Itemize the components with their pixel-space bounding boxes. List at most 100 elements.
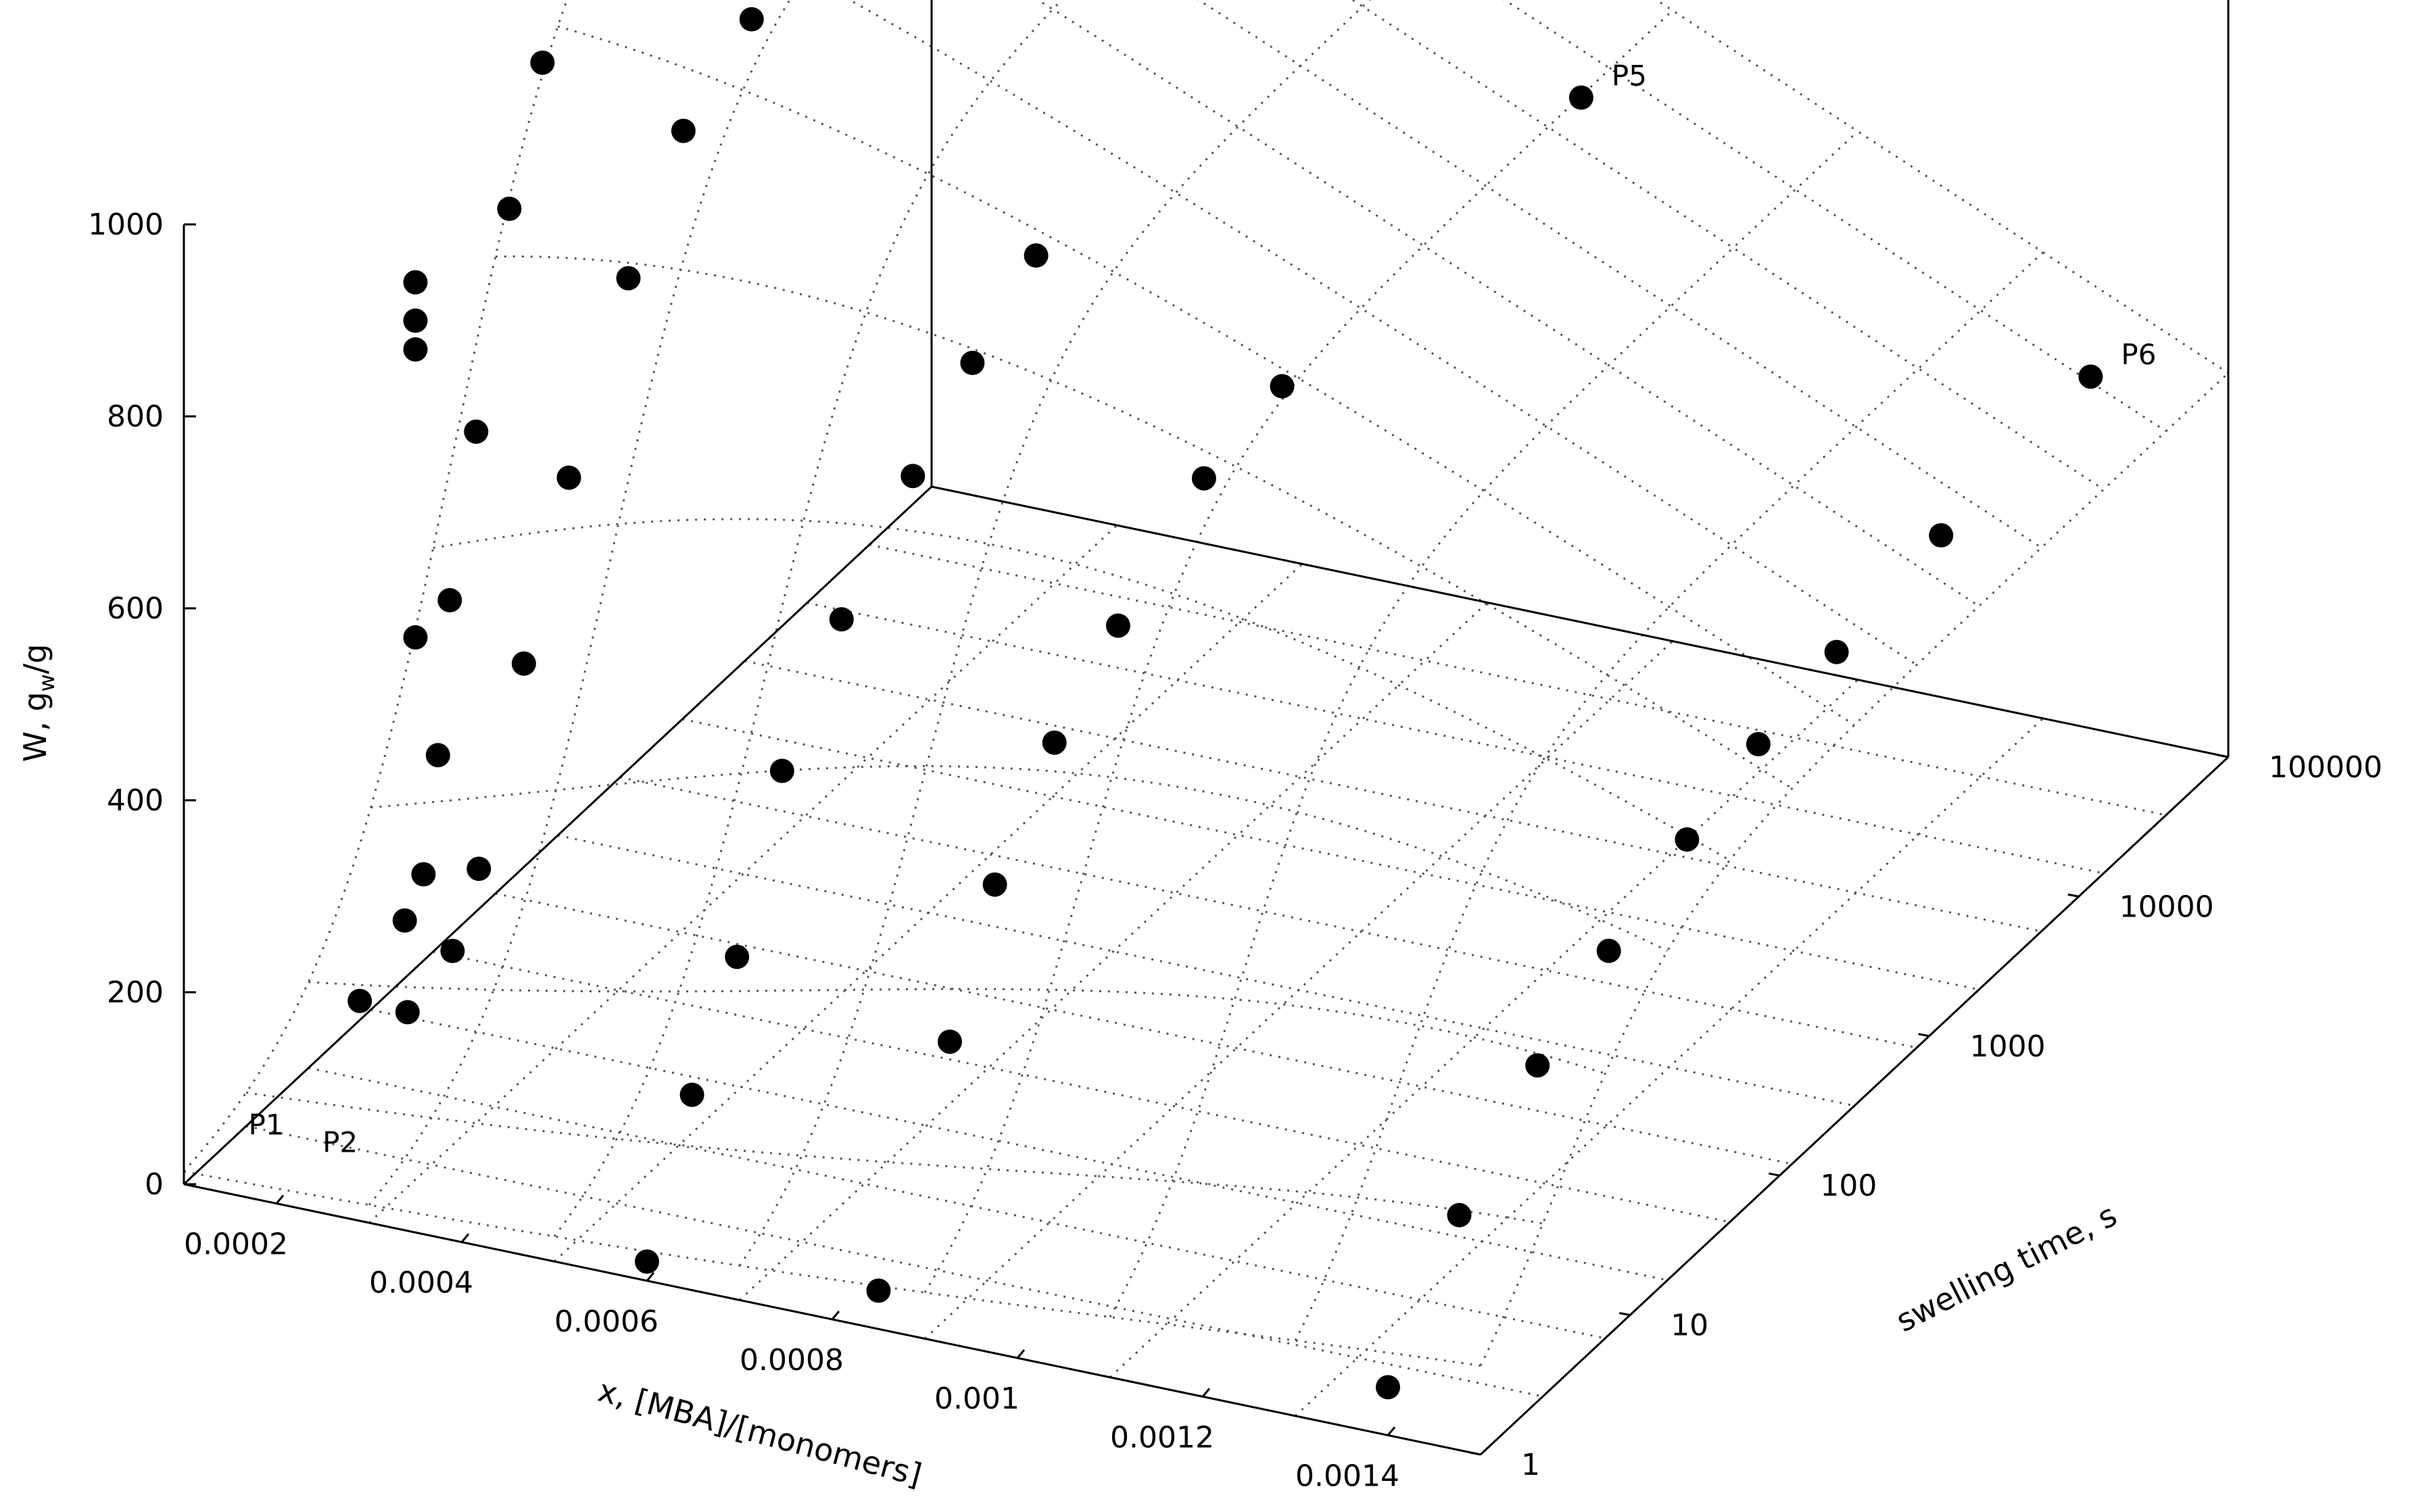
y-tick-label: 100 xyxy=(1820,1169,1877,1203)
y-tick-label: 1000 xyxy=(1970,1029,2046,1064)
data-point xyxy=(403,270,428,295)
x-tick-label: 0.0002 xyxy=(184,1227,288,1262)
floor-grid-line-t xyxy=(370,1008,1668,1282)
series-label-p5: P5 xyxy=(1612,59,1647,92)
surface-line-x xyxy=(368,0,791,1206)
z-tick-label: 800 xyxy=(107,399,164,434)
surface-line-x xyxy=(553,0,1063,1238)
surface-line-t xyxy=(245,1092,1543,1225)
data-point xyxy=(1042,730,1067,755)
data-point xyxy=(556,465,581,490)
x-tick-label: 0.0014 xyxy=(1295,1459,1399,1493)
data-point xyxy=(466,856,491,881)
z-axis-title-tail: /g xyxy=(17,644,53,675)
data-point xyxy=(440,938,465,963)
surface-line-t xyxy=(433,518,1731,861)
surface-line-x xyxy=(1294,251,2044,1341)
data-point xyxy=(769,758,794,783)
data-point xyxy=(1596,938,1621,963)
floor-grid-line-x xyxy=(738,602,1489,1301)
z-tick-label: 0 xyxy=(145,1167,164,1202)
surface-line-t xyxy=(1654,0,2229,374)
data-point xyxy=(616,266,641,291)
data-point xyxy=(1191,466,1216,491)
data-point xyxy=(1525,1053,1550,1078)
y-tick-mark xyxy=(1918,1033,1929,1038)
z-tick-label: 400 xyxy=(107,783,164,818)
data-point xyxy=(437,588,462,612)
data-point xyxy=(866,1278,891,1303)
data-point xyxy=(1675,827,1700,852)
y-tick-mark xyxy=(1769,1172,1780,1177)
data-point xyxy=(1824,639,1849,664)
surface-line-x xyxy=(1479,372,2230,1367)
data-point xyxy=(635,1249,659,1274)
y-tick-mark xyxy=(1469,1451,1481,1456)
x-axis-title: x, [MBA]/[monomers] xyxy=(594,1372,926,1494)
y-axis-line xyxy=(1479,756,2230,1456)
floor-grid-line-x xyxy=(1109,679,1859,1378)
floor-grid-line-t xyxy=(308,1067,1606,1340)
series-label-p2: P2 xyxy=(322,1125,358,1159)
series-label-p6: P6 xyxy=(2121,338,2156,371)
data-point xyxy=(1024,243,1049,268)
floor-grid-line-t xyxy=(744,660,2042,933)
floor-grid-line-t xyxy=(869,543,2167,816)
surface-line-t xyxy=(1197,0,2042,549)
data-point xyxy=(403,625,428,650)
floor-grid-line-t xyxy=(682,718,1979,991)
floor-grid-line-t xyxy=(557,834,1855,1107)
x-tick-mark xyxy=(646,1271,655,1282)
axes-frame xyxy=(183,0,2230,1456)
x-tick-mark xyxy=(275,1194,285,1204)
z-tick-label: 1000 xyxy=(88,208,164,242)
y-tick-label: 100000 xyxy=(2269,750,2382,785)
surface-line-t xyxy=(308,981,1606,1075)
data-point xyxy=(395,1000,420,1025)
floor-grid-line-t xyxy=(619,776,1917,1049)
data-point xyxy=(1929,523,1954,547)
fitted-surface-mesh xyxy=(183,0,2230,1456)
y-tick-mark xyxy=(2217,754,2229,758)
data-point xyxy=(1105,613,1130,638)
data-point xyxy=(497,196,522,221)
surface-line-t xyxy=(495,255,1793,789)
tick-labels: 0 200 400 600 800 1000 0.0002 0.0004 0.0006 0.000… xyxy=(88,208,2382,1493)
y-axis-title: swelling time, s xyxy=(1890,1196,2123,1339)
y-tick-mark xyxy=(2067,893,2080,898)
z-axis-title: W, gw/g xyxy=(17,644,59,762)
data-point xyxy=(403,337,428,362)
surface-line-t xyxy=(370,765,1668,952)
z-tick-label: 200 xyxy=(107,975,164,1010)
y-tick-label: 10000 xyxy=(2119,889,2214,924)
z-tick-label: 600 xyxy=(107,591,164,626)
surface-line-x xyxy=(1109,130,1859,1318)
x-tick-mark xyxy=(1387,1426,1396,1436)
surface-line-x xyxy=(923,9,1674,1293)
data-point xyxy=(901,464,926,489)
data-point xyxy=(425,743,450,768)
y-tick-label: 1 xyxy=(1521,1448,1540,1482)
data-point xyxy=(1270,374,1295,399)
x-tick-label: 0.0006 xyxy=(554,1304,658,1339)
data-point xyxy=(403,308,428,333)
data-point xyxy=(725,944,750,969)
floor-grid-line-t xyxy=(433,950,1730,1223)
surface-line-t xyxy=(1503,0,2167,433)
floor-grid-line-t xyxy=(245,1125,1543,1398)
x-tick-mark xyxy=(1201,1388,1211,1398)
y-tick-mark xyxy=(1618,1312,1631,1317)
data-point xyxy=(530,50,555,75)
x-tick-mark xyxy=(460,1233,470,1243)
data-point xyxy=(679,1082,704,1107)
x-tick-label: 0.0008 xyxy=(740,1343,844,1377)
series-labels: P1P2P3P4P5P6 xyxy=(249,59,2157,1159)
floor-grid-line-x xyxy=(368,525,1118,1224)
x-tick-label: 0.0012 xyxy=(1110,1420,1214,1455)
surface-line-x xyxy=(183,0,569,1173)
data-point xyxy=(511,651,536,676)
surface-line-t xyxy=(557,25,1855,726)
data-point xyxy=(2078,364,2103,389)
data-point xyxy=(960,350,985,375)
